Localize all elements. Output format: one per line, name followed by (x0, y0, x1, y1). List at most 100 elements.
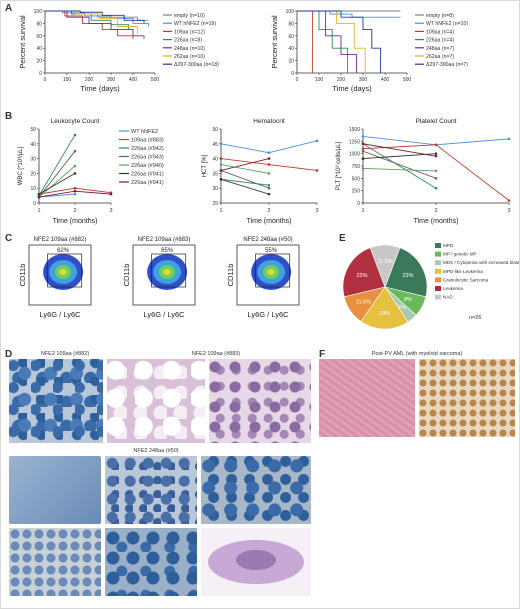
legend-entry: 226aa (n=8) (174, 38, 202, 44)
legend-entry: MPD (443, 243, 454, 248)
series-line (220, 170, 270, 189)
legend-entry: MPD-like Leukemia (443, 269, 483, 274)
y-axis-label: Percent survival (18, 15, 27, 69)
series-line (362, 143, 437, 157)
flow-plot-title: NFE2 248aa (#50) (243, 237, 292, 243)
legend-entry: Δ297-300aa (n=18) (174, 62, 219, 68)
x-tick-label: 3 (315, 208, 318, 214)
x-axis-label: Time (months) (53, 218, 98, 225)
legend-entry: 226aa (#942) (131, 146, 164, 152)
legend-entry: 248aa (n=7) (426, 46, 454, 52)
y-axis-label: PLT [*10³ cells/µL] (336, 141, 342, 190)
survival-curve (297, 10, 382, 73)
survival-curve (297, 10, 366, 73)
data-point (361, 157, 365, 160)
legend-entry: MP / genetic MP (443, 252, 477, 257)
micrograph-109aa-882 (9, 359, 103, 443)
x-tick-label: 500 (403, 77, 412, 83)
y-axis-label: WBC [*10³/µL] (18, 146, 24, 185)
hematocrit-chart: Hematocrit 25 30 35 40 45 50 1 2 3 Time (months) HC… (202, 118, 319, 225)
panel-label-f: F (319, 349, 326, 360)
x-tick-label: 300 (359, 77, 368, 83)
legend-swatch (435, 294, 441, 300)
series-line (38, 193, 76, 198)
survival-curve (45, 10, 149, 27)
sample-size: n=26 (469, 315, 481, 321)
legend-swatch (435, 260, 441, 266)
legend-entry: 226aa (#943) (131, 155, 164, 161)
pie-slice-label: 11.5% (356, 300, 371, 306)
survival-curve (45, 10, 145, 39)
x-tick-label: 1 (37, 208, 40, 214)
x-axis-label: Time (days) (332, 84, 372, 93)
survival-curve (297, 10, 349, 73)
density-core (267, 269, 275, 275)
survival-curve (297, 10, 313, 73)
y-tick-label: 60 (36, 34, 42, 40)
legend-swatch (435, 243, 441, 248)
micrograph-248aa-section (9, 456, 101, 524)
legend-entry: 226aa (#941) (131, 180, 164, 186)
x-tick-label: 300 (107, 77, 116, 83)
legend-entry: 109aa (n=4) (426, 29, 454, 35)
panel-label-c: C (5, 233, 13, 244)
leukocyte-count-chart: Leukocyte Count 0 10 20 30 40 50 1 2 3 Time (month… (18, 118, 164, 225)
series-line (220, 140, 318, 154)
y-tick-label: 20 (36, 59, 42, 65)
legend-swatch (435, 286, 441, 291)
micrograph-248aa-lung (201, 528, 311, 596)
series-line (38, 190, 112, 198)
series-line (220, 164, 270, 174)
x-axis-label: Time (months) (414, 218, 459, 225)
micro-label-d2: NFE2 109aa (#883) (191, 351, 241, 357)
series-line (38, 150, 76, 198)
diagnosis-pie-chart: 23% 8% 4% 19% 11.5% 23% 11.5% MPD MP / genetic M… (342, 243, 519, 330)
pie-slice-label: 23% (403, 273, 414, 279)
data-point (219, 169, 223, 172)
series-line (362, 150, 437, 179)
gate-box (255, 253, 291, 288)
x-axis-label: Time (days) (80, 84, 120, 93)
y-tick-label: 0 (291, 71, 294, 77)
micro-label-d3: NFE2 248aa (#50) (133, 448, 179, 454)
survival-chart-2: 0 20 40 60 80 100 0 100 200 300 400 500 Time (days) P… (270, 9, 468, 93)
y-tick-label: 80 (288, 21, 294, 27)
series-line (38, 173, 76, 195)
micro-label-d1: NFE2 109aa (#882) (40, 351, 90, 357)
survival-curve (45, 10, 130, 30)
flow-x-label: Ly6G / Ly6C (143, 310, 185, 319)
x-tick-label: 400 (381, 77, 390, 83)
y-tick-label: 80 (36, 21, 42, 27)
y-tick-label: 40 (30, 142, 36, 148)
x-tick-label: 3 (109, 208, 112, 214)
flow-y-label: CD11b (122, 264, 131, 287)
legend-entry: WT hNFE2 (n=10) (426, 21, 468, 27)
panel-label-e: E (339, 233, 346, 244)
survival-curve (45, 10, 138, 35)
series-line (362, 143, 437, 189)
y-tick-label: 1500 (349, 127, 360, 133)
legend-entry: empty (n=10) (174, 13, 205, 19)
flow-x-label: Ly6G / Ly6C (247, 310, 289, 319)
x-tick-label: 1 (361, 208, 364, 214)
y-tick-label: 50 (212, 127, 218, 133)
x-tick-label: 2 (73, 208, 76, 214)
series-line (362, 168, 437, 172)
y-tick-label: 1250 (349, 139, 360, 145)
y-tick-label: 20 (30, 171, 36, 177)
platelet-count-chart: Platelet Count 0 250 500 750 1000 1250 1500 1 2 3 T… (336, 118, 511, 225)
y-tick-label: 500 (352, 176, 361, 182)
data-point (361, 147, 365, 151)
flow-plot-title: NFE2 109aa (#883) (138, 237, 191, 243)
micrograph-248aa-bone (9, 528, 101, 596)
chart-title: Hematocrit (253, 118, 285, 125)
y-tick-label: 25 (212, 201, 218, 207)
series-line (220, 158, 270, 171)
x-tick-label: 2 (434, 208, 437, 214)
legend-entry: Δ297-300aa (n=7) (426, 62, 468, 68)
legend-entry: 226aa (#941) (131, 172, 164, 178)
legend-swatch (435, 277, 441, 283)
survival-curve (45, 10, 145, 24)
x-tick-label: 1 (219, 208, 222, 214)
